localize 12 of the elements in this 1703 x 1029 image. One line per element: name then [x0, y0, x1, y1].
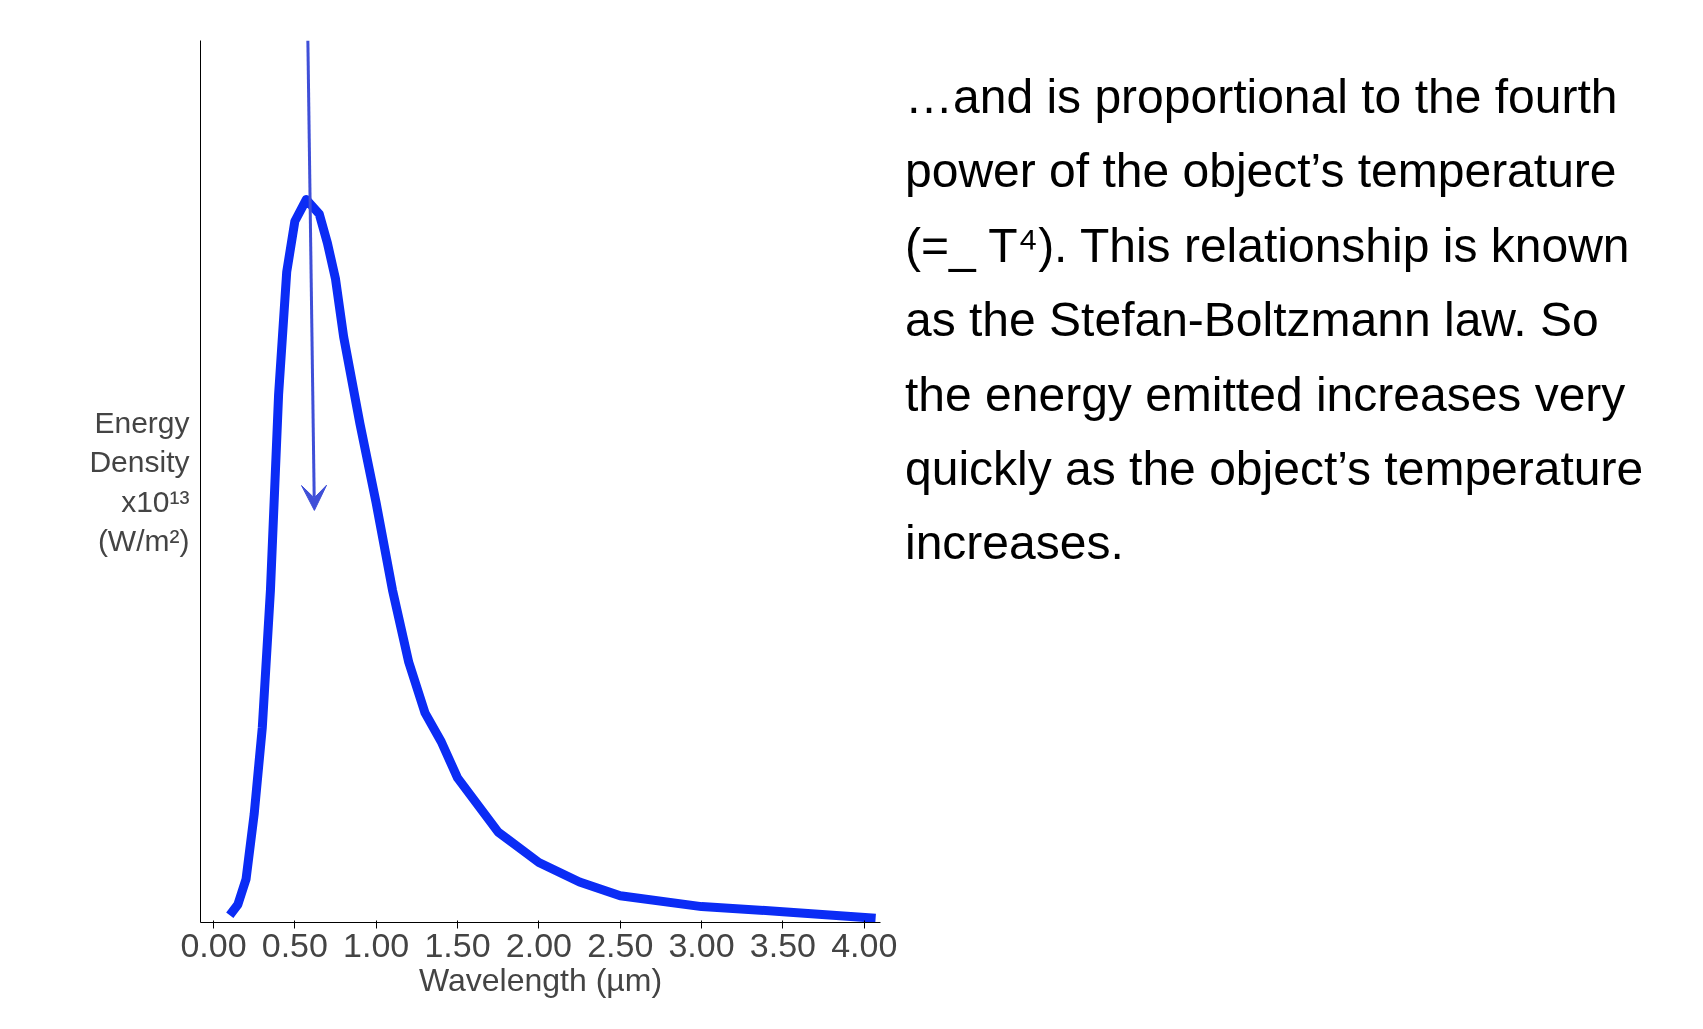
x-tick-label: 1.50	[424, 925, 491, 964]
x-tick-label: 3.00	[668, 925, 735, 964]
text: …and is proportional to the fourth power of the object’s temperature (=_ T⁴). This relationship is known as the Stefan-Boltzmann law. So the energy emitted increases very quickly as the object’s temperature increases.	[905, 69, 1645, 572]
x-tick-label: 2.00	[505, 925, 572, 964]
x-tick-label: 1.00	[343, 925, 410, 964]
x-axis-title: Wavelength (µm)	[418, 961, 663, 998]
x-tick-label: 0.00	[180, 925, 247, 964]
x-tick-label: 0.50	[261, 925, 328, 964]
x-tick-label: 3.50	[749, 925, 816, 964]
x-tick-label: 4.00	[831, 925, 898, 964]
y-axis-title: Energy Density x10¹³ (W/m²)	[89, 405, 190, 558]
x-tick-label: 2.50	[587, 925, 654, 964]
